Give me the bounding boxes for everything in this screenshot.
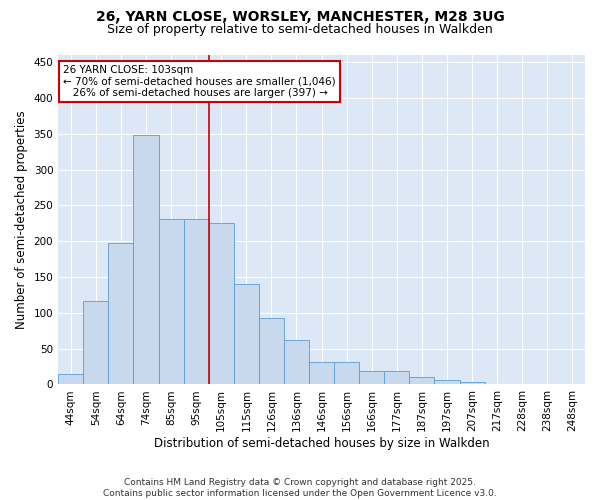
Bar bbox=[109, 244, 133, 384]
Bar bbox=[409, 378, 434, 384]
Bar bbox=[133, 135, 158, 384]
Bar bbox=[434, 380, 460, 384]
Text: Contains HM Land Registry data © Crown copyright and database right 2025.
Contai: Contains HM Land Registry data © Crown c… bbox=[103, 478, 497, 498]
Bar bbox=[309, 362, 334, 384]
Bar bbox=[460, 382, 485, 384]
Bar bbox=[259, 318, 284, 384]
Bar bbox=[284, 340, 309, 384]
Text: Size of property relative to semi-detached houses in Walkden: Size of property relative to semi-detach… bbox=[107, 22, 493, 36]
Text: 26, YARN CLOSE, WORSLEY, MANCHESTER, M28 3UG: 26, YARN CLOSE, WORSLEY, MANCHESTER, M28… bbox=[95, 10, 505, 24]
Bar bbox=[83, 300, 109, 384]
Bar bbox=[209, 224, 234, 384]
Bar bbox=[184, 219, 209, 384]
Bar bbox=[58, 374, 83, 384]
Bar bbox=[385, 371, 409, 384]
X-axis label: Distribution of semi-detached houses by size in Walkden: Distribution of semi-detached houses by … bbox=[154, 437, 490, 450]
Bar bbox=[234, 284, 259, 384]
Bar bbox=[334, 362, 359, 384]
Y-axis label: Number of semi-detached properties: Number of semi-detached properties bbox=[15, 110, 28, 329]
Bar bbox=[359, 371, 385, 384]
Bar bbox=[158, 219, 184, 384]
Text: 26 YARN CLOSE: 103sqm
← 70% of semi-detached houses are smaller (1,046)
   26% o: 26 YARN CLOSE: 103sqm ← 70% of semi-deta… bbox=[64, 65, 336, 98]
